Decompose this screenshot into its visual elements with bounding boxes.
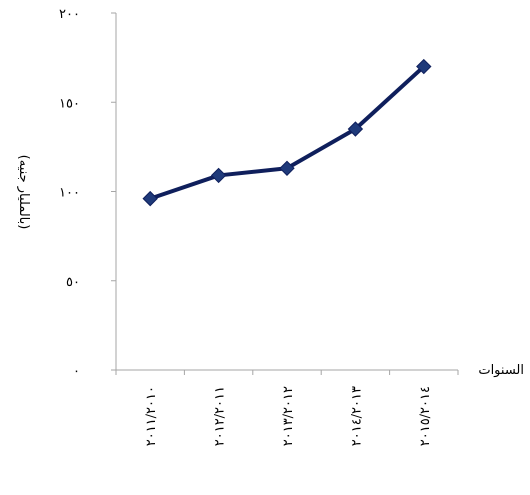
y-tick-label: ٠ xyxy=(73,364,80,379)
x-tick-label: ٢٠١٤/٢٠١٣ xyxy=(349,386,364,446)
x-tick-label: ٢٠١٣/٢٠١٢ xyxy=(281,386,296,446)
x-tick-label: ٢٠١١/٢٠١٠ xyxy=(144,386,159,446)
series-line xyxy=(149,65,426,201)
data-point xyxy=(142,190,158,207)
series xyxy=(142,58,432,207)
x-ticks: ٢٠١١/٢٠١٠ ٢٠١٢/٢٠١١ ٢٠١٣/٢٠١٢ ٢٠١٤/٢٠١٣ ٢٠١٥… xyxy=(115,370,459,446)
y-tick-label: ٥٠ xyxy=(66,275,80,290)
x-axis-title: السنوات xyxy=(478,363,524,378)
data-point xyxy=(347,121,364,137)
y-axis-title: (بالمليار جنيه) xyxy=(16,155,31,230)
data-point xyxy=(279,160,295,177)
y-ticks: ٠ ٥٠ ١٠٠ ١٥٠ ٢٠٠ xyxy=(59,7,116,379)
y-tick-label: ١٥٠ xyxy=(59,96,80,111)
data-point xyxy=(210,167,227,184)
x-tick-label: ٢٠١٥/٢٠١٤ xyxy=(418,386,433,446)
y-tick-label: ٢٠٠ xyxy=(59,7,80,22)
x-tick-label: ٢٠١٢/٢٠١١ xyxy=(213,386,228,446)
data-point xyxy=(416,58,432,75)
y-tick-label: ١٠٠ xyxy=(59,186,80,201)
